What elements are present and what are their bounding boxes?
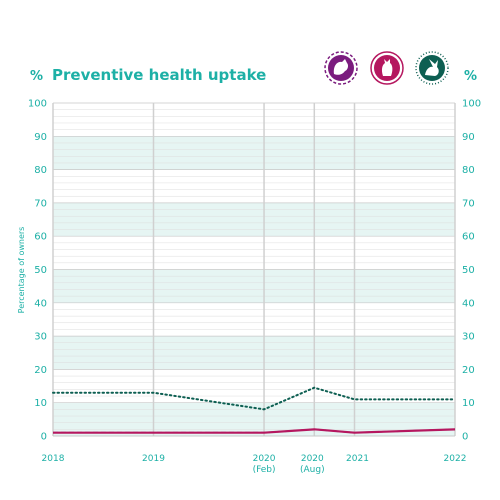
- y-tick-left-70: 70: [34, 198, 47, 209]
- series-lines: [52, 386, 456, 434]
- y-axis-left-ticks: 0 10 20 30 40 50 60 70 80 90 100: [28, 99, 47, 443]
- y-tick-left-0: 0: [41, 432, 47, 443]
- x-tick-4: 2021: [346, 454, 369, 464]
- y-tick-left-50: 50: [34, 265, 47, 276]
- y-tick-left-40: 40: [34, 298, 47, 309]
- band-60-70: [53, 202, 455, 237]
- y-tick-right-60: 60: [462, 232, 475, 243]
- x-tick-1: 2019: [142, 454, 165, 464]
- unit-left: %: [30, 69, 43, 84]
- series-line-cat: [53, 428, 456, 434]
- band-80-90: [53, 136, 455, 170]
- x-tick-0: 2018: [42, 454, 65, 464]
- y-axis-label: Percentage of owners: [17, 227, 26, 314]
- chart-title: Preventive health uptake: [52, 66, 266, 84]
- y-tick-right-40: 40: [462, 298, 475, 309]
- y-tick-right-90: 90: [462, 132, 475, 143]
- y-tick-right-30: 30: [462, 332, 475, 343]
- x-tick-5: 2022: [444, 454, 467, 464]
- vertical-gridlines: [52, 103, 456, 437]
- y-tick-right-10: 10: [462, 398, 475, 409]
- unit-right: %: [464, 69, 477, 84]
- y-tick-left-20: 20: [34, 365, 47, 376]
- x-axis-ticks: 2018 2019 2020(Feb)2020(Aug)2021 2022: [42, 454, 467, 475]
- band-40-50: [53, 269, 455, 303]
- x-tick-sub-2: (Feb): [253, 465, 276, 475]
- rabbit-icon: [415, 51, 449, 85]
- y-tick-right-0: 0: [462, 432, 468, 443]
- y-tick-left-60: 60: [34, 232, 47, 243]
- y-tick-right-20: 20: [462, 365, 475, 376]
- y-tick-left-100: 100: [28, 99, 47, 110]
- y-tick-right-70: 70: [462, 198, 475, 209]
- y-tick-left-80: 80: [34, 165, 47, 176]
- series-line-rabbit: [52, 386, 456, 411]
- y-tick-left-30: 30: [34, 332, 47, 343]
- y-axis-right-ticks: 0 10 20 30 40 50 60 70 80 90 100: [462, 99, 481, 443]
- cat-icon: [370, 51, 404, 85]
- x-tick-3: 2020: [301, 454, 324, 464]
- background-bands: [53, 136, 455, 436]
- x-tick-2: 2020: [253, 454, 276, 464]
- y-tick-right-80: 80: [462, 165, 475, 176]
- y-tick-left-10: 10: [34, 398, 47, 409]
- dog-icon: [324, 51, 358, 85]
- horizontal-gridlines: [53, 102, 455, 437]
- y-tick-right-100: 100: [462, 99, 481, 110]
- x-tick-sub-3: (Aug): [300, 465, 325, 475]
- band-20-30: [53, 336, 455, 370]
- y-tick-right-50: 50: [462, 265, 475, 276]
- y-tick-left-90: 90: [34, 132, 47, 143]
